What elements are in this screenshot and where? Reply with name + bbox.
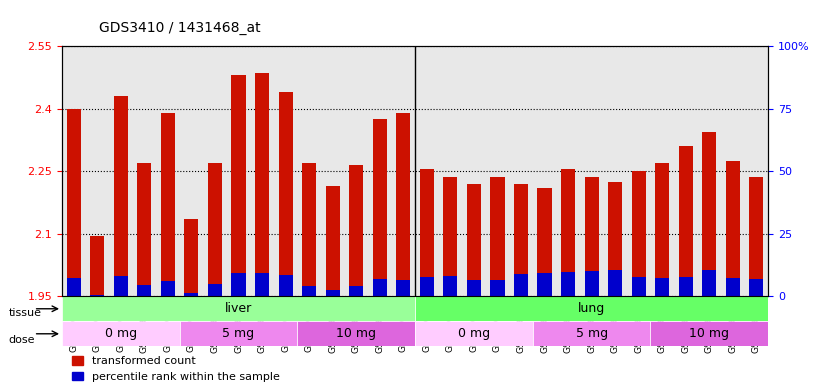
Bar — [514, 184, 528, 296]
Bar — [208, 284, 222, 296]
Bar — [679, 277, 693, 296]
Bar — [514, 274, 528, 296]
Bar — [302, 163, 316, 296]
Bar — [444, 276, 458, 296]
Text: 10 mg: 10 mg — [690, 327, 729, 340]
Bar — [231, 75, 245, 296]
Bar — [467, 184, 481, 296]
Bar — [373, 280, 387, 296]
Bar — [67, 109, 81, 296]
Bar — [278, 275, 292, 296]
Bar — [608, 182, 622, 296]
Text: 0 mg: 0 mg — [105, 327, 137, 340]
Bar — [538, 273, 552, 296]
Bar — [491, 177, 505, 296]
Bar — [114, 276, 128, 296]
Bar — [62, 296, 415, 321]
Bar — [302, 286, 316, 296]
Bar — [585, 271, 599, 296]
Bar — [749, 177, 763, 296]
Bar — [444, 177, 458, 296]
Bar — [632, 171, 646, 296]
Bar — [137, 285, 151, 296]
Text: lung: lung — [578, 302, 605, 315]
Text: liver: liver — [225, 302, 252, 315]
Bar — [538, 188, 552, 296]
Bar — [349, 286, 363, 296]
Bar — [608, 270, 622, 296]
Bar — [208, 163, 222, 296]
Text: 10 mg: 10 mg — [336, 327, 376, 340]
Bar — [373, 119, 387, 296]
Bar — [349, 165, 363, 296]
Text: 5 mg: 5 mg — [222, 327, 254, 340]
Text: dose: dose — [8, 335, 35, 345]
Bar — [325, 186, 339, 296]
Bar — [231, 273, 245, 296]
Bar — [749, 279, 763, 296]
Bar — [632, 278, 646, 296]
Bar — [297, 321, 415, 346]
Bar — [561, 169, 575, 296]
Bar — [90, 236, 104, 296]
Bar — [561, 272, 575, 296]
Bar — [62, 321, 180, 346]
Bar — [415, 321, 533, 346]
Bar — [420, 169, 434, 296]
Bar — [467, 280, 481, 296]
Bar — [533, 321, 651, 346]
Bar — [396, 280, 411, 296]
Bar — [90, 295, 104, 296]
Bar — [415, 296, 768, 321]
Bar — [679, 146, 693, 296]
Text: tissue: tissue — [8, 308, 41, 318]
Bar — [726, 278, 740, 296]
Bar — [702, 270, 716, 296]
Bar — [184, 293, 198, 296]
Bar — [325, 290, 339, 296]
Bar — [702, 132, 716, 296]
Bar — [67, 278, 81, 296]
Legend: transformed count, percentile rank within the sample: transformed count, percentile rank withi… — [68, 352, 284, 384]
Bar — [491, 280, 505, 296]
Bar — [655, 163, 669, 296]
Bar — [184, 219, 198, 296]
Bar — [278, 92, 292, 296]
Bar — [255, 73, 269, 296]
Bar — [161, 113, 175, 296]
Bar — [651, 321, 768, 346]
Bar — [396, 113, 411, 296]
Text: 5 mg: 5 mg — [576, 327, 608, 340]
Text: GDS3410 / 1431468_at: GDS3410 / 1431468_at — [99, 21, 261, 35]
Bar — [655, 278, 669, 296]
Bar — [180, 321, 297, 346]
Bar — [161, 281, 175, 296]
Bar — [255, 273, 269, 296]
Bar — [114, 96, 128, 296]
Bar — [726, 161, 740, 296]
Bar — [420, 278, 434, 296]
Bar — [585, 177, 599, 296]
Text: 0 mg: 0 mg — [458, 327, 490, 340]
Bar — [137, 163, 151, 296]
